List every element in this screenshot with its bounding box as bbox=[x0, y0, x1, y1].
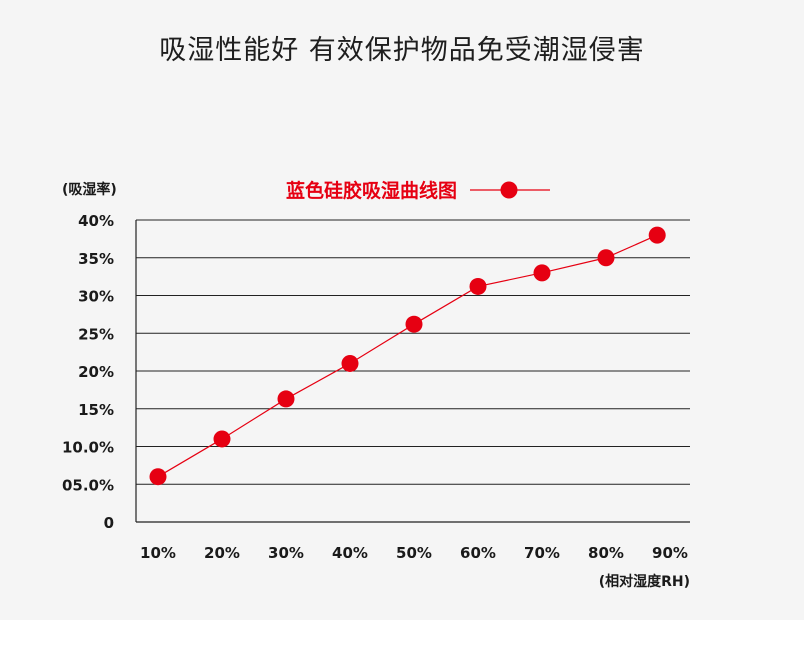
x-tick-label: 50% bbox=[396, 544, 432, 562]
y-tick-label: 20% bbox=[78, 363, 114, 381]
data-point bbox=[149, 468, 167, 486]
data-point bbox=[277, 390, 295, 408]
y-tick-label: 10.0% bbox=[62, 439, 114, 457]
y-axis-label: (吸湿率) bbox=[62, 181, 117, 198]
y-tick-label: 25% bbox=[78, 325, 114, 343]
chart-panel bbox=[0, 0, 804, 620]
y-tick-label: 30% bbox=[78, 288, 114, 306]
x-tick-label: 40% bbox=[332, 544, 368, 562]
x-axis-label: (相对湿度RH) bbox=[599, 573, 690, 590]
series-line bbox=[157, 234, 658, 478]
legend-marker bbox=[500, 181, 518, 199]
x-tick-label: 80% bbox=[588, 544, 624, 562]
data-point bbox=[648, 226, 666, 244]
y-tick-label: 35% bbox=[78, 250, 114, 268]
page-title: 吸湿性能好 有效保护物品免受潮湿侵害 bbox=[159, 35, 645, 66]
x-tick-label: 10% bbox=[140, 544, 176, 562]
data-point bbox=[405, 315, 423, 333]
data-point bbox=[469, 277, 487, 295]
data-point bbox=[341, 354, 359, 372]
y-tick-label: 0 bbox=[104, 514, 114, 532]
legend-label: 蓝色硅胶吸湿曲线图 bbox=[286, 179, 457, 202]
data-point bbox=[597, 249, 615, 267]
x-tick-label: 70% bbox=[524, 544, 560, 562]
x-tick-label: 60% bbox=[460, 544, 496, 562]
y-tick-label: 15% bbox=[78, 401, 114, 419]
x-tick-label: 20% bbox=[204, 544, 240, 562]
y-tick-label: 40% bbox=[78, 212, 114, 230]
data-point bbox=[533, 264, 551, 282]
x-tick-label: 90% bbox=[652, 544, 688, 562]
x-tick-label: 30% bbox=[268, 544, 304, 562]
data-point bbox=[213, 430, 231, 448]
y-tick-label: 05.0% bbox=[62, 476, 114, 494]
